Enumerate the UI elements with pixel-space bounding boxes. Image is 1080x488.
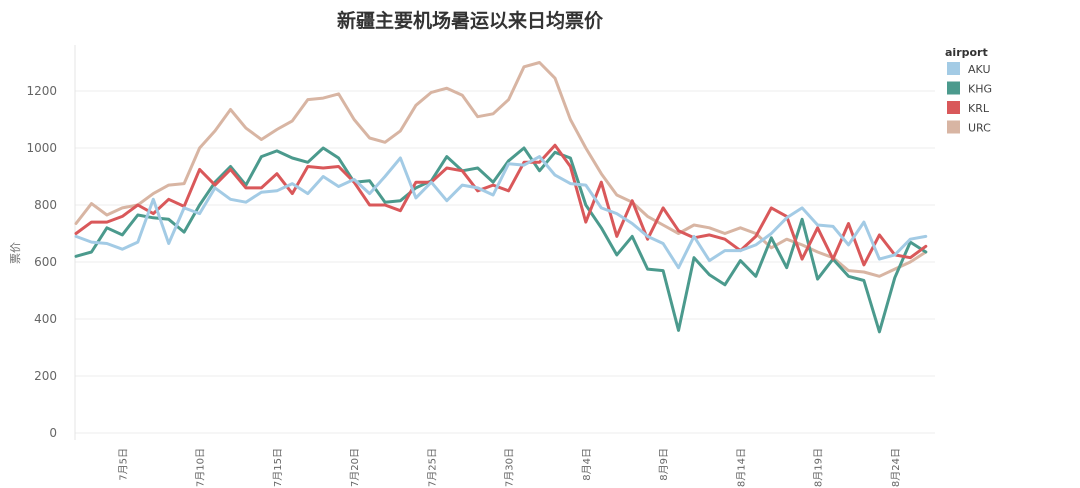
x-tick-label: 7月25日 (426, 448, 438, 487)
y-tick-label: 0 (49, 426, 57, 440)
y-axis-label: 票价 (9, 242, 22, 264)
y-axis: 0 200 400 600 800 1000 1200 (26, 84, 57, 440)
series-line-urc (74, 61, 928, 278)
x-tick-label: 8月9日 (658, 448, 670, 481)
y-tick-label: 1200 (26, 84, 57, 98)
x-axis: 7月5日 7月10日 7月15日 7月20日 7月25日 7月30日 8月4日 8月9日 8月1… (117, 448, 902, 487)
series-line-krl (74, 143, 928, 267)
series-line-aku (74, 155, 928, 270)
legend-label-krl[interactable]: KRL (968, 102, 990, 115)
x-tick-label: 7月30日 (504, 448, 516, 487)
legend-title: airport (945, 46, 988, 59)
x-tick-label: 7月5日 (117, 448, 129, 481)
x-tick-label: 8月4日 (581, 448, 593, 481)
x-tick-label: 7月10日 (195, 448, 207, 487)
y-tick-label: 1000 (26, 141, 57, 155)
series-lines (74, 61, 928, 334)
y-tick-label: 200 (34, 369, 57, 383)
y-tick-label: 400 (34, 312, 57, 326)
legend-label-urc[interactable]: URC (968, 122, 991, 135)
legend-label-khg[interactable]: KHG (968, 83, 992, 96)
y-tick-label: 600 (34, 255, 57, 269)
legend-swatch-urc (947, 120, 960, 134)
legend[interactable]: airport AKU KHG KRL URC (945, 46, 992, 135)
x-tick-label: 8月19日 (813, 448, 825, 487)
grid-lines (74, 45, 935, 440)
legend-swatch-krl (947, 101, 960, 114)
legend-label-aku[interactable]: AKU (968, 63, 991, 76)
x-tick-label: 7月20日 (349, 448, 361, 487)
legend-swatch-khg (947, 81, 960, 95)
x-tick-label: 7月15日 (272, 448, 284, 487)
series-line-khg (74, 146, 928, 334)
x-tick-label: 8月14日 (735, 448, 747, 487)
legend-swatch-aku (947, 62, 960, 75)
y-tick-label: 800 (34, 198, 57, 212)
chart-title: 新疆主要机场暑运以来日均票价 (337, 9, 604, 32)
x-tick-label: 8月24日 (890, 448, 902, 487)
